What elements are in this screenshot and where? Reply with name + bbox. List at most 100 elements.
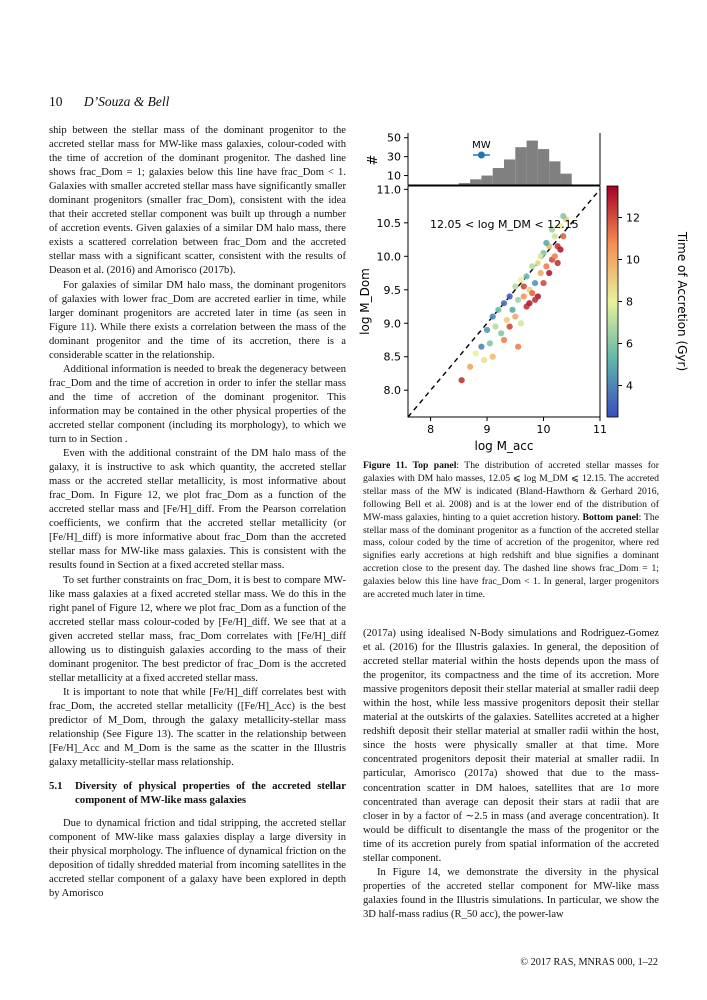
paragraph: In Figure 14, we demonstrate the diversi… xyxy=(363,866,659,920)
caption-top-text: : The distribution of accreted stellar m… xyxy=(363,460,659,523)
x-axis-label: log M_acc xyxy=(474,439,533,453)
histogram-y-tick-label: 10 xyxy=(387,170,401,183)
mw-label: MW xyxy=(472,140,491,151)
paragraph: Due to dynamical friction and tidal stri… xyxy=(49,818,346,900)
scatter-point xyxy=(503,316,510,324)
scatter-point xyxy=(498,330,505,337)
running-authors: D’Souza & Bell xyxy=(83,94,170,109)
scatter-point xyxy=(537,253,544,260)
paragraph: Additional information is needed to brea… xyxy=(49,363,346,446)
histogram-bar xyxy=(470,179,482,185)
scatter-point xyxy=(515,296,522,303)
y-tick-label: 9.5 xyxy=(384,284,402,297)
histogram-bar xyxy=(492,167,504,185)
scatter-point xyxy=(543,239,550,247)
histogram-bar xyxy=(526,140,538,185)
scatter-point xyxy=(492,323,499,330)
y-tick-label: 10.0 xyxy=(377,250,402,263)
scatter-point xyxy=(523,273,530,280)
histogram-bar xyxy=(458,183,471,185)
scatter-point xyxy=(546,269,553,277)
x-tick-label: 9 xyxy=(484,423,491,436)
figure-11: 10 30 50 # MW 8 9 10 11 8.0 8.5 9.0 9.5 10.0 10.5 11.0… xyxy=(358,132,689,453)
caption-top-label: Top panel xyxy=(412,460,457,471)
scatter-point xyxy=(531,296,539,303)
scatter-point xyxy=(467,363,474,370)
x-tick-label: 8 xyxy=(427,423,434,436)
scatter-point xyxy=(529,263,536,270)
paragraph: To set further constraints on frac_Dom, … xyxy=(49,574,346,684)
page-footer: © 2017 RAS, MNRAS 000, 1–22 xyxy=(520,957,658,968)
scatter-point xyxy=(506,323,513,330)
scatter-point xyxy=(500,300,508,307)
scatter-point xyxy=(495,306,502,313)
histogram-y-label: # xyxy=(366,155,381,166)
colorbar-tick-label: 12 xyxy=(626,212,640,225)
scatter-point xyxy=(557,223,564,230)
scatter-frame xyxy=(407,185,601,418)
scatter-point xyxy=(512,283,519,290)
scatter-point xyxy=(483,326,491,334)
y-axis-label: log M_Dom xyxy=(358,268,372,335)
scatter-point xyxy=(478,343,485,350)
scatter-point xyxy=(486,340,493,347)
paragraph: ship between the stellar mass of the dom… xyxy=(49,125,346,277)
paragraph: (2017a) using idealised N-Body simulatio… xyxy=(363,628,659,864)
y-tick-label: 9.0 xyxy=(384,317,402,330)
left-column: ship between the stellar mass of the dom… xyxy=(49,124,346,901)
histogram-bar xyxy=(515,147,527,185)
colorbar-tick-label: 10 xyxy=(626,254,640,267)
scatter-point xyxy=(472,350,479,357)
paragraph: It is important to note that while [Fe/H… xyxy=(49,686,346,769)
caption-bottom-text: : The stellar mass of the dominant proge… xyxy=(363,511,660,601)
page-number: 10 xyxy=(49,94,63,109)
histogram-bar xyxy=(481,175,493,185)
scatter-point xyxy=(531,279,539,287)
histogram-y-tick-label: 50 xyxy=(387,132,401,145)
colorbar-label: Time of Accretion (Gyr) xyxy=(675,231,689,371)
scatter-point xyxy=(481,356,488,364)
scatter-point xyxy=(560,233,567,240)
scatter-point xyxy=(458,377,465,384)
x-tick-label: 10 xyxy=(537,423,551,436)
right-column: (2017a) using idealised N-Body simulatio… xyxy=(363,627,659,922)
histogram-bar xyxy=(549,161,561,185)
histogram-bar xyxy=(504,159,516,185)
scatter-point xyxy=(489,313,496,320)
caption-label: Figure 11. xyxy=(363,460,408,471)
scatter-point xyxy=(517,320,525,327)
scatter-point xyxy=(543,263,550,270)
scatter-point xyxy=(540,279,547,287)
x-tick-label: 11 xyxy=(593,423,607,436)
section-heading: 5.1 Diversity of physical properties of … xyxy=(49,780,346,807)
scatter-point xyxy=(560,213,567,220)
histogram-panel: 10 30 50 # MW xyxy=(366,132,601,186)
running-header: 10 D’Souza & Bell xyxy=(49,94,169,110)
colorbar-tick-label: 4 xyxy=(626,380,633,393)
scatter-point xyxy=(520,293,527,300)
section-number: 5.1 xyxy=(49,780,63,793)
scatter-panel: 8 9 10 11 8.0 8.5 9.0 9.5 10.0 10.5 11.0 log M_acc l… xyxy=(358,183,607,453)
y-tick-label: 10.5 xyxy=(377,217,402,230)
scatter-point xyxy=(534,259,541,267)
colorbar-gradient xyxy=(606,185,619,418)
scatter-point xyxy=(489,353,496,360)
histogram-y-tick-label: 30 xyxy=(387,151,401,164)
scatter-point xyxy=(515,343,522,350)
scatter-point xyxy=(554,259,561,267)
scatter-point xyxy=(537,269,544,277)
scatter-point xyxy=(548,226,556,233)
y-tick-label: 8.0 xyxy=(384,384,402,397)
scatter-point xyxy=(509,306,516,313)
scatter-point xyxy=(517,276,525,283)
mw-marker xyxy=(477,151,485,159)
scatter-point xyxy=(526,300,533,307)
histogram-bar xyxy=(537,149,550,185)
y-tick-label: 8.5 xyxy=(384,351,402,364)
colorbar: 4 6 8 10 12 Time of Accretion (Gyr) xyxy=(606,185,689,418)
scatter-point xyxy=(551,253,558,260)
scatter-point xyxy=(557,246,564,253)
colorbar-tick-label: 8 xyxy=(626,296,633,309)
scatter-point xyxy=(506,293,513,300)
paragraph: For galaxies of similar DM halo mass, th… xyxy=(49,279,346,361)
